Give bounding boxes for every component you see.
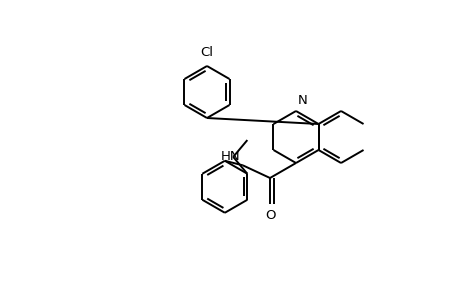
Text: Cl: Cl (200, 46, 213, 59)
Text: N: N (297, 94, 307, 107)
Text: HN: HN (221, 150, 241, 163)
Text: O: O (264, 209, 274, 222)
